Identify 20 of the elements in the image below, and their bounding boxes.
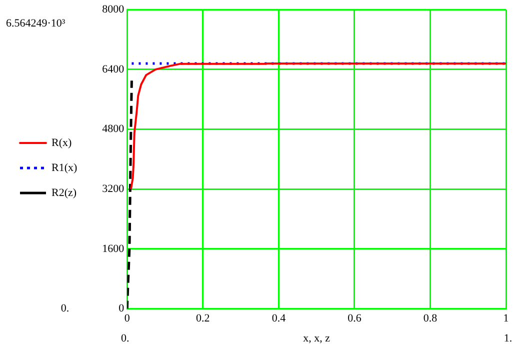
legend-label: R(x) <box>52 136 72 149</box>
x-tick-label: 0.2 <box>196 312 210 324</box>
x-axis-title: x, x, z <box>303 332 330 345</box>
x-tick-label: 0.4 <box>272 312 286 324</box>
y-tick-label: 3200 <box>102 183 125 196</box>
legend-label: R1(x) <box>52 162 78 174</box>
x-tick-label: 0.6 <box>348 312 362 324</box>
x-tick-label: 0.8 <box>423 312 438 324</box>
x-tick-label: 1 <box>503 312 509 324</box>
y-tick-label: 0 <box>118 302 125 315</box>
y-tick-label: 6400 <box>102 63 125 76</box>
line-series <box>127 79 133 309</box>
y-tick-label: 4800 <box>102 123 125 136</box>
y-tick-label: 1600 <box>102 242 125 255</box>
legend-label: R2(z) <box>52 186 77 199</box>
text: 6.564249·10³ <box>6 17 66 30</box>
text: 1. <box>504 332 512 345</box>
text: 0. <box>121 332 130 345</box>
text: 0. <box>60 302 70 315</box>
y-tick-label: 8000 <box>102 3 125 16</box>
